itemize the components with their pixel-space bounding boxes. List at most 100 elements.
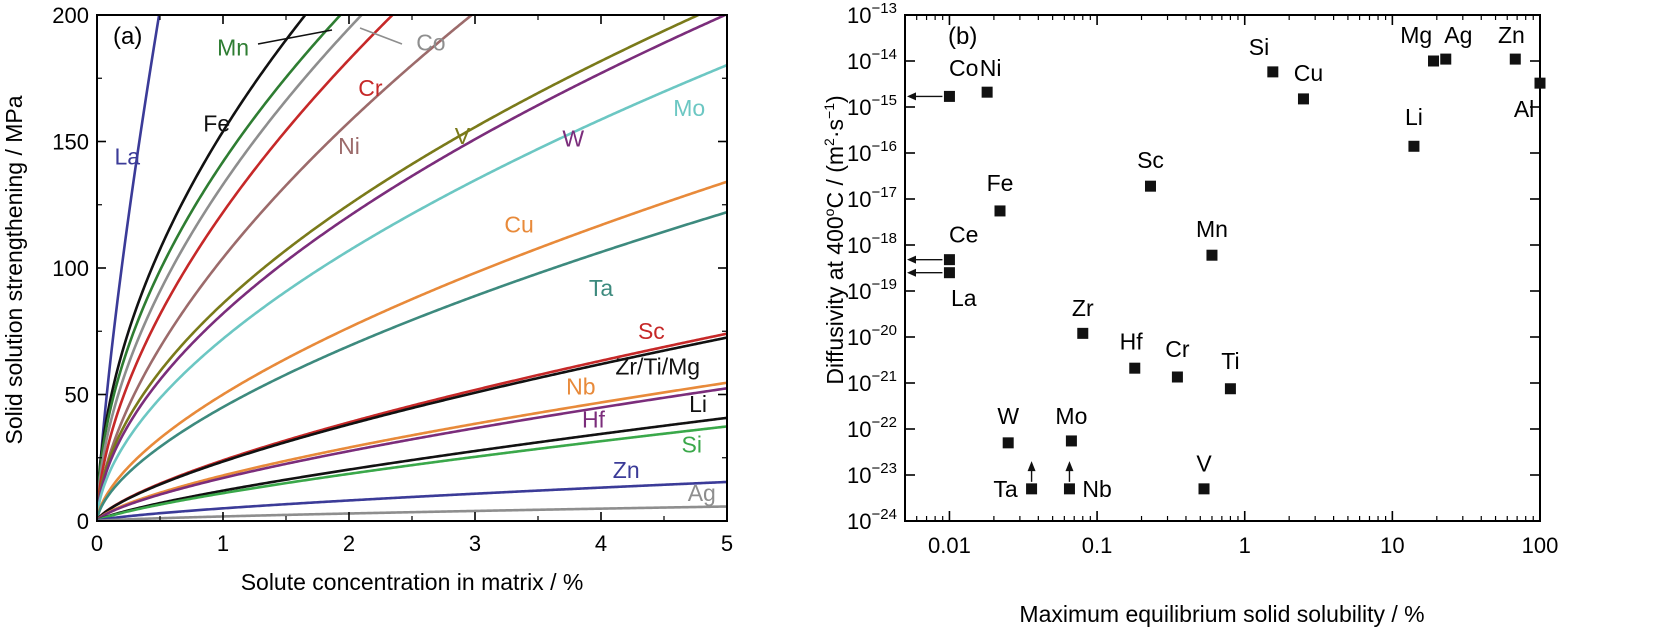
y-title-main: Diffusivity at 400: [822, 216, 848, 384]
y-tick-exponent: −19: [871, 276, 896, 293]
point-fe: [994, 205, 1006, 217]
curve-label-hf: Hf: [582, 406, 606, 432]
point-cr: [1171, 371, 1183, 383]
point-label-mn: Mn: [1196, 216, 1228, 242]
curve-label-mn: Mn: [217, 34, 249, 60]
point-v: [1198, 483, 1210, 495]
point-label-co: Co: [949, 55, 978, 81]
curve-ta: [97, 210, 727, 521]
panel-b-chart: (b) Maximum equilibrium solid solubility…: [821, 0, 1558, 627]
panel-a-chart: (a) Solute concentration in matrix / % S…: [1, 3, 733, 595]
arrow-head-nb: [1065, 461, 1074, 472]
y-tick-base: 10: [847, 49, 871, 74]
point-mn: [1206, 249, 1218, 261]
point-label-ta: Ta: [993, 476, 1018, 502]
point-mg: [1428, 55, 1440, 67]
y-tick-base: 10: [847, 233, 871, 258]
y-tick-label: 10−22: [847, 414, 897, 442]
y-tick-base: 10: [847, 3, 871, 28]
panel-a-label: (a): [113, 23, 142, 50]
point-cu: [1297, 93, 1309, 105]
curve-hf: [97, 387, 727, 521]
point-li: [1408, 140, 1420, 152]
point-label-w: W: [997, 403, 1019, 429]
panel-b-label: (b): [948, 23, 977, 50]
point-label-mg: Mg: [1400, 22, 1432, 48]
curve-label-zr-ti-mg: Zr/Ti/Mg: [615, 353, 700, 379]
panel-a-plot-frame: [96, 14, 728, 522]
mn-leader-line: [257, 29, 333, 45]
y-tick-base: 10: [847, 95, 871, 120]
point-label-zr: Zr: [1072, 295, 1094, 321]
curve-label-mo: Mo: [673, 95, 705, 121]
y-tick-label: 10−24: [847, 506, 897, 534]
y-tick-exponent: −24: [871, 506, 896, 523]
y-tick-label: 10−23: [847, 460, 897, 488]
curve-label-si: Si: [681, 432, 701, 458]
y-tick-base: 10: [847, 509, 871, 534]
point-sc: [1144, 180, 1156, 192]
curve-si: [97, 425, 727, 521]
point-label-v: V: [1196, 450, 1212, 476]
y-tick-label: 10−18: [847, 230, 897, 258]
point-ni: [981, 86, 993, 98]
curve-zr-ti-mg: [97, 336, 727, 521]
point-label-ce: Ce: [949, 221, 978, 247]
panel-b-points: Co Ni Si Cu Mg Ag Zn Al Li Sc Fe Mn Ce La Zr Hf Cr Ti W Mo V…: [907, 22, 1546, 502]
panel-a-y-axis-title: Solid solution strengthening / MPa: [1, 95, 27, 444]
point-label-si: Si: [1249, 34, 1269, 60]
curve-label-nb: Nb: [566, 374, 595, 400]
y-tick-exponent: −22: [871, 414, 896, 431]
point-label-zn: Zn: [1498, 22, 1525, 48]
x-tick-label: 3: [469, 531, 481, 556]
point-ag: [1440, 53, 1452, 65]
point-label-ti: Ti: [1221, 348, 1239, 374]
curve-ag: [97, 505, 727, 521]
x-tick-label: 0.01: [928, 533, 971, 558]
y-tick-exponent: −18: [871, 230, 896, 247]
y-title-sup2: −1: [821, 103, 837, 119]
arrow-head-ta: [1027, 461, 1036, 472]
point-label-cu: Cu: [1294, 60, 1323, 86]
y-tick-label: 10−17: [847, 184, 897, 212]
point-label-li: Li: [1405, 104, 1423, 130]
y-tick-label: 100: [52, 256, 89, 281]
y-tick-exponent: −23: [871, 460, 896, 477]
y-title-degree: o: [821, 208, 837, 216]
curve-label-cu: Cu: [504, 212, 533, 238]
curve-label-ni: Ni: [338, 133, 360, 159]
panel-a-x-axis-title: Solute concentration in matrix / %: [241, 569, 584, 595]
x-tick-label: 100: [1522, 533, 1559, 558]
point-label-mo: Mo: [1055, 403, 1087, 429]
co-leader-line: [359, 27, 403, 45]
panel-b-x-axis-title: Maximum equilibrium solid solubility / %: [1019, 601, 1424, 627]
y-tick-label: 10−14: [847, 46, 897, 74]
point-ta: [1026, 483, 1038, 495]
point-label-cr: Cr: [1165, 336, 1190, 362]
y-tick-label: 200: [52, 3, 89, 28]
curve-label-zn: Zn: [613, 457, 640, 483]
curve-label-ta: Ta: [589, 275, 614, 301]
point-al: [1534, 77, 1546, 89]
point-ti: [1224, 383, 1236, 395]
point-ce: [943, 254, 955, 266]
x-tick-label: 1: [217, 531, 229, 556]
x-tick-label: 1: [1239, 533, 1251, 558]
curve-label-w: W: [562, 126, 584, 152]
y-tick-base: 10: [847, 463, 871, 488]
curve-label-sc: Sc: [638, 318, 665, 344]
y-tick-exponent: −20: [871, 322, 896, 339]
point-label-sc: Sc: [1137, 147, 1164, 173]
point-label-ni: Ni: [980, 55, 1002, 81]
curve-label-cr: Cr: [358, 75, 383, 101]
y-tick-exponent: −14: [871, 46, 896, 63]
curve-w: [97, 15, 727, 521]
y-tick-base: 10: [847, 371, 871, 396]
panel-b-plot-frame: [904, 14, 1541, 522]
y-tick-base: 10: [847, 279, 871, 304]
curve-cr: [97, 15, 395, 521]
point-hf: [1129, 362, 1141, 374]
curve-fe: [97, 15, 307, 521]
point-co: [943, 90, 955, 102]
